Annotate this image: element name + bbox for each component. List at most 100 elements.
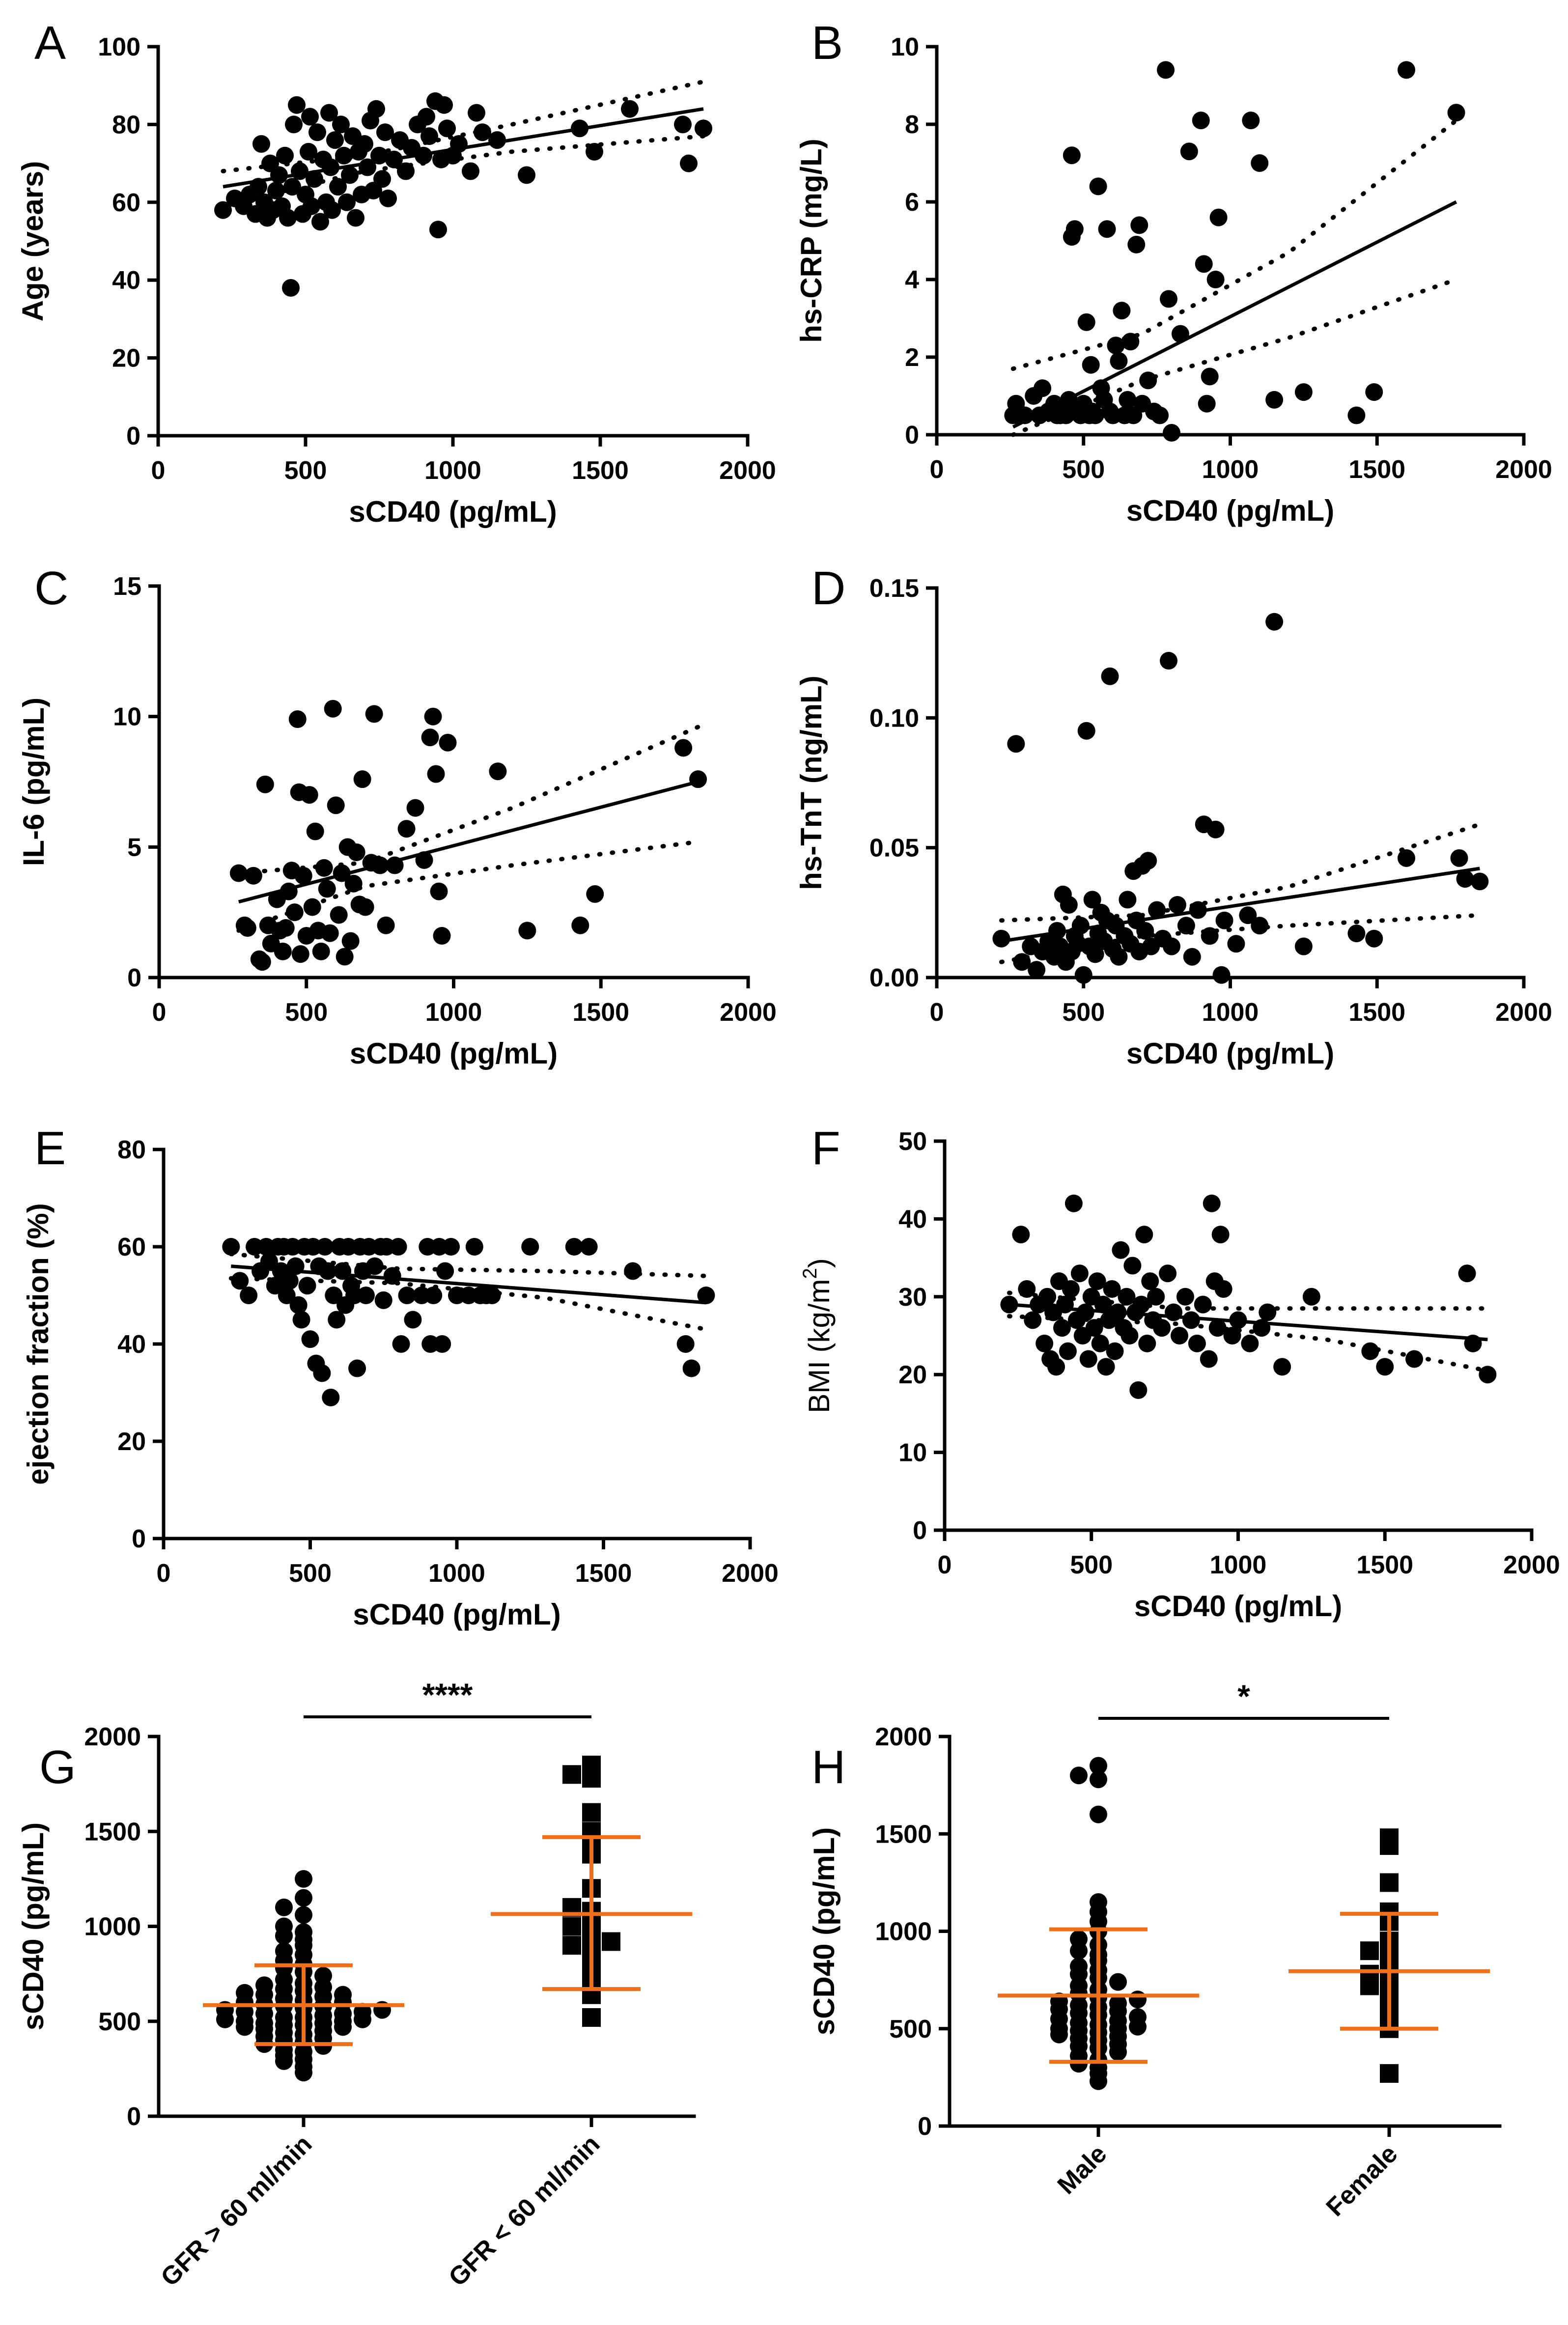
y-tick-label: 0 [918, 2112, 932, 2141]
data-point [357, 1287, 375, 1304]
y-tick-label: 1000 [84, 1913, 141, 1941]
data-point [316, 1238, 334, 1256]
x-tick-label: 0 [157, 1559, 171, 1588]
x-tick-label: 1500 [575, 1559, 632, 1588]
y-tick-label: 0 [127, 964, 141, 992]
data-point [1085, 1319, 1103, 1337]
x-tick-label: 1000 [425, 998, 482, 1027]
data-point [354, 2003, 371, 2021]
data-point-square [582, 1803, 601, 1822]
data-point [1109, 1994, 1127, 2013]
y-tick-label: 0.00 [869, 964, 919, 992]
x-axis-title: sCD40 (pg/mL) [353, 1598, 560, 1631]
x-tick-label: 2000 [722, 1559, 779, 1588]
y-tick-label: 2000 [84, 1723, 141, 1751]
data-point [1129, 2008, 1147, 2026]
x-tick-label: 0 [930, 455, 944, 484]
data-point [1065, 220, 1084, 238]
x-tick-label: 2000 [1495, 998, 1552, 1027]
y-tick-label: 8 [905, 111, 919, 139]
data-point [1242, 112, 1260, 130]
data-point [1365, 383, 1383, 401]
data-point [1198, 394, 1216, 413]
data-point [1227, 935, 1245, 953]
data-point [1203, 1194, 1221, 1212]
y-tick-label: 2 [905, 343, 919, 372]
data-point-square [1360, 1941, 1379, 1961]
panel-label: E [34, 1122, 66, 1175]
data-point [295, 1906, 312, 1924]
data-point [1398, 61, 1415, 79]
panel-D: D 0.00 0.05 0.10 0.15 0 500 1000 1500 2000 sCD40 (… [795, 562, 1552, 1070]
data-point [1139, 852, 1157, 870]
y-tick-label: 30 [898, 1283, 927, 1312]
data-point [275, 1898, 293, 1916]
data-point [1273, 1358, 1291, 1376]
y-tick-label: 0.10 [869, 704, 919, 732]
data-point [294, 867, 312, 885]
x-tick-label: 500 [1070, 1551, 1113, 1579]
y-tick-label: 100 [98, 33, 140, 61]
data-point-square [1380, 2064, 1399, 2083]
data-point [442, 1238, 460, 1256]
data-point [1070, 1957, 1088, 1975]
data-point [277, 919, 295, 937]
data-point [1163, 424, 1180, 442]
data-point [1083, 891, 1101, 909]
y-tick-label: 0 [126, 422, 140, 450]
data-point [1138, 1334, 1156, 1352]
confidence-band-lower [999, 913, 1482, 964]
x-tick-label: 1000 [1210, 1551, 1267, 1579]
data-point [1098, 220, 1116, 238]
x-tick-label: 500 [285, 998, 328, 1027]
data-point [276, 146, 294, 165]
y-tick-label: 80 [117, 1136, 146, 1164]
plot-area [229, 700, 707, 971]
x-axis-title: sCD40 (pg/mL) [1126, 1037, 1334, 1070]
confidence-band-lower [236, 840, 700, 933]
data-point [689, 770, 707, 788]
confidence-band-lower [1007, 1314, 1490, 1373]
data-point [325, 1287, 343, 1304]
data-point [367, 100, 385, 118]
confidence-band-upper [999, 822, 1482, 923]
y-tick-label: 60 [112, 189, 140, 217]
data-point [322, 1388, 340, 1406]
data-point [404, 1311, 422, 1329]
regression-line [1001, 867, 1480, 943]
data-point [1139, 371, 1157, 390]
y-tick-label: 60 [117, 1233, 146, 1261]
data-point [1171, 1327, 1188, 1345]
panel-label: G [39, 1741, 76, 1793]
data-point [214, 201, 232, 219]
data-point [682, 1359, 700, 1377]
x-axis-title: sCD40 (pg/mL) [350, 1037, 558, 1070]
panel-label: A [34, 17, 66, 69]
data-point [1151, 406, 1169, 424]
data-point [1103, 1280, 1121, 1298]
category-label: Female [1321, 2139, 1403, 2222]
y-tick-label: 500 [98, 2008, 141, 2036]
data-point [1177, 917, 1195, 935]
panel-label: D [812, 562, 845, 615]
significance-label: * [1237, 1678, 1250, 1714]
data-point [438, 119, 456, 138]
data-point [1200, 1350, 1218, 1368]
y-tick-label: 80 [112, 111, 140, 139]
data-point [1347, 924, 1366, 943]
data-point [376, 123, 394, 141]
data-point [1456, 870, 1474, 888]
data-point [1106, 1342, 1124, 1360]
data-point [1294, 383, 1313, 401]
data-point [1148, 901, 1166, 919]
data-point [424, 707, 442, 726]
data-point [274, 942, 292, 960]
data-point [580, 1238, 598, 1256]
data-point [1091, 1334, 1109, 1352]
plot-area [998, 1757, 1490, 2090]
data-point [1090, 1757, 1107, 1775]
data-point [1028, 961, 1046, 979]
data-point [1129, 1990, 1147, 2009]
data-point [680, 154, 698, 172]
data-point [435, 96, 453, 114]
